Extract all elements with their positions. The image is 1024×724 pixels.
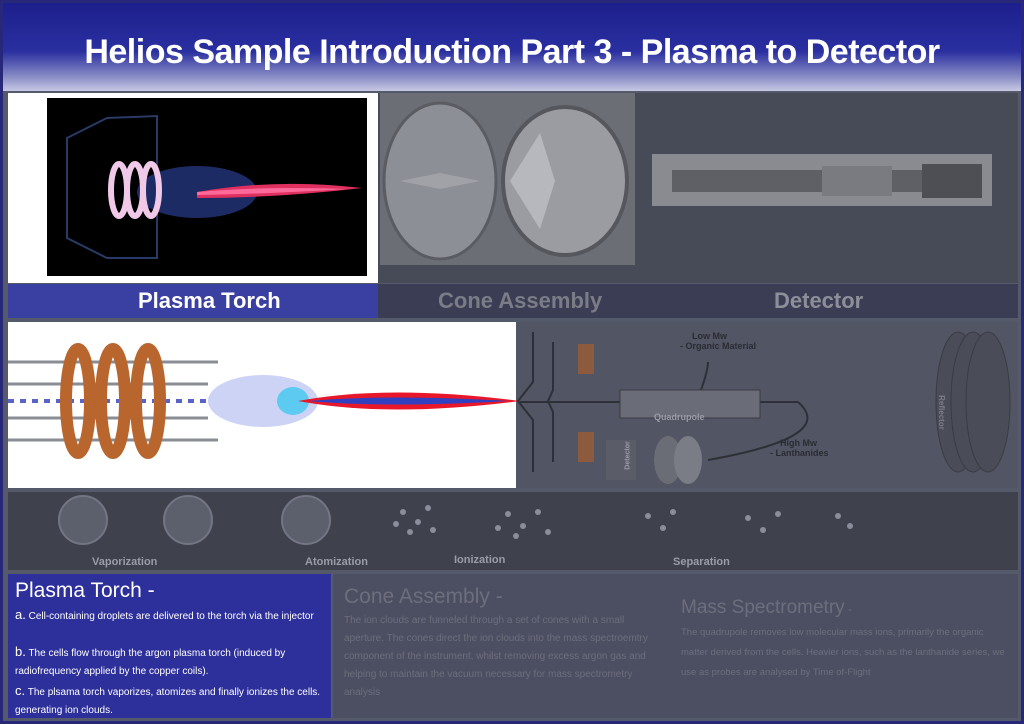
process-row xyxy=(8,492,1018,570)
step-b-marker: b. xyxy=(15,644,26,659)
step-b-text: The cells flow through the argon plasma … xyxy=(15,648,286,677)
step-c-marker: c. xyxy=(15,683,26,698)
torch-step-a: a. Cell-containing droplets are delivere… xyxy=(15,606,325,626)
plasma-torch-label: Plasma Torch xyxy=(138,288,281,313)
step-c-text: The plsama torch vaporizes, atomizes and… xyxy=(15,687,321,716)
high-mw-label: High Mw xyxy=(780,438,817,448)
plasma-torch-panel xyxy=(8,574,331,718)
detector-photo xyxy=(652,154,992,206)
description-panel xyxy=(333,574,1018,718)
low-mw-label: Low Mw xyxy=(692,331,727,341)
cone-assembly-heading: Cone Assembly - xyxy=(344,585,503,608)
ionization-label: Ionization xyxy=(454,554,506,566)
separation-label: Separation xyxy=(673,556,730,568)
plasma-torch-label-background xyxy=(8,284,378,318)
title-bar: Helios Sample Introduction Part 3 - Plas… xyxy=(3,3,1021,91)
cone-assembly-text: The ion clouds are funneled through a se… xyxy=(344,615,648,698)
plasma-torch-photo xyxy=(45,96,369,278)
torch-step-b: b. The cells flow through the argon plas… xyxy=(15,643,325,681)
mass-spectrometry-title: Mass Spectrometry xyxy=(681,597,845,618)
detector-label: Detector xyxy=(774,288,864,313)
cone-assembly-photo xyxy=(380,93,635,265)
reflector-label: Reflector xyxy=(936,395,946,430)
torch-step-c: c. The plsama torch vaporizes, atomizes … xyxy=(15,682,325,720)
quadrupole-label: Quadrupole xyxy=(654,412,705,422)
page-title: Helios Sample Introduction Part 3 - Plas… xyxy=(84,33,940,71)
mass-spectrometry-heading: Mass Spectrometry - xyxy=(681,597,852,619)
lanthanides-label: - Lanthanides xyxy=(770,448,829,458)
vaporization-label: Vaporization xyxy=(92,556,158,568)
atomization-label: Atomization xyxy=(305,556,368,568)
step-a-text: Cell-containing droplets are delivered t… xyxy=(25,611,314,622)
plasma-torch-heading: Plasma Torch - xyxy=(15,579,155,602)
detector-diagram-label: Detector xyxy=(624,441,632,470)
mass-spectrometry-text: The quadrupole removes low molecular mas… xyxy=(681,627,1005,678)
instrument-diagram xyxy=(8,331,1011,484)
cone-assembly-label: Cone Assembly xyxy=(438,288,603,313)
mass-spectrometry-suffix: - xyxy=(844,602,852,616)
organic-material-label: - Organic Material xyxy=(680,341,757,351)
step-a-marker: a. xyxy=(15,607,26,622)
